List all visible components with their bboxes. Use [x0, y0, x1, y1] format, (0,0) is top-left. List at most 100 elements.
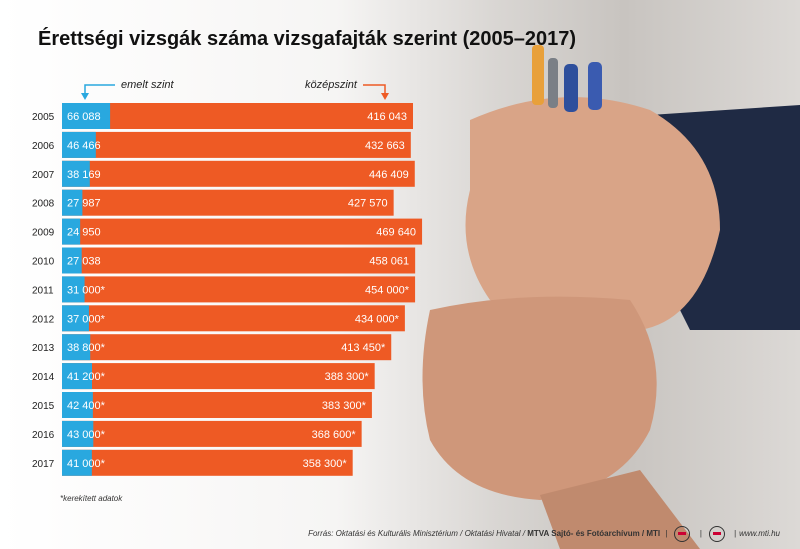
pen-shape	[564, 64, 578, 112]
year-label: 2012	[32, 314, 55, 325]
upper-fist-shape	[465, 97, 720, 330]
year-label: 2014	[32, 372, 55, 383]
wrist-shape	[540, 470, 700, 549]
source-text: Forrás: Oktatási és Kulturális Minisztér…	[308, 529, 528, 539]
emelt-value-label: 24 950	[67, 227, 101, 239]
kozepszint-bar	[62, 218, 423, 245]
emelt-bar	[62, 392, 93, 418]
kozep-value-label: 388 300*	[325, 371, 370, 383]
year-label: 2015	[32, 401, 55, 412]
bar-row: 2010 27 038 458 061	[32, 247, 416, 274]
kozepszint-bar	[62, 103, 413, 129]
kozepszint-bar	[62, 160, 415, 187]
kozep-value-label: 368 600*	[312, 429, 357, 441]
bar-row: 2006 46 466 432 663	[32, 131, 411, 158]
website-text: www.mti.hu	[739, 529, 780, 539]
kozepszint-bar	[62, 420, 362, 447]
legend-kozep-label: középszint	[305, 79, 358, 91]
emelt-bar	[62, 276, 85, 303]
kozep-value-label: 358 300*	[303, 458, 348, 470]
bar-row: 2009 24 950 469 640	[32, 218, 423, 245]
legend-emelt: emelt szint	[81, 79, 175, 100]
pen-shape	[532, 45, 544, 105]
kozepszint-bar	[62, 247, 416, 274]
kozep-value-label: 454 000*	[365, 284, 410, 296]
bar-row: 2005 66 088 416 043	[32, 103, 413, 129]
legend: emelt szint középszint	[81, 79, 389, 100]
kozep-arrow-line	[363, 84, 386, 95]
bar-row: 2011 31 000* 454 000*	[32, 276, 416, 303]
year-label: 2006	[32, 141, 55, 152]
kozep-value-label: 413 450*	[341, 342, 386, 354]
emelt-bar	[62, 334, 91, 361]
kozepszint-bar	[62, 305, 405, 332]
kozepszint-bar	[62, 449, 353, 476]
bar-row: 2015 42 400* 383 300*	[32, 392, 372, 418]
year-label: 2011	[32, 285, 54, 296]
agency-text: MTVA Sajtó- és Fotóarchívum / MTI	[527, 529, 661, 539]
rounded-data-note: *kerekített adatok	[60, 494, 123, 503]
kozep-value-label: 416 043	[367, 111, 407, 123]
bar-row: 2016 43 000* 368 600*	[32, 420, 362, 447]
emelt-bar	[62, 131, 96, 158]
lower-fist-shape	[422, 296, 657, 500]
emelt-bar	[62, 363, 92, 390]
emelt-value-label: 46 466	[67, 140, 101, 152]
year-label: 2008	[32, 199, 55, 210]
kozep-value-label: 469 640	[376, 227, 416, 239]
year-label: 2016	[32, 430, 55, 441]
bar-row: 2012 37 000* 434 000*	[32, 305, 405, 332]
emelt-bar	[62, 160, 90, 187]
emelt-value-label: 31 000*	[67, 284, 106, 296]
mti-logo-icon	[708, 526, 725, 542]
emelt-bar	[62, 420, 94, 447]
kozep-value-label: 446 409	[369, 169, 409, 181]
emelt-value-label: 41 000*	[67, 458, 106, 470]
kozepszint-bar	[62, 276, 416, 303]
kozepszint-bar	[62, 334, 392, 361]
emelt-value-label: 66 088	[67, 111, 101, 123]
year-label: 2017	[32, 459, 55, 470]
year-label: 2010	[32, 257, 55, 268]
emelt-value-label: 37 000*	[67, 313, 106, 325]
emelt-value-label: 27 987	[67, 198, 101, 210]
emelt-bar	[62, 247, 82, 274]
bar-row: 2013 38 800* 413 450*	[32, 334, 392, 361]
emelt-bar	[62, 305, 89, 332]
bar-row: 2007 38 169 446 409	[32, 160, 415, 187]
year-label: 2013	[32, 343, 55, 354]
emelt-value-label: 27 038	[67, 256, 101, 268]
emelt-bar	[62, 218, 81, 245]
emelt-arrow-icon	[81, 93, 89, 100]
kozepszint-bar	[62, 131, 411, 158]
kozep-value-label: 427 570	[348, 198, 388, 210]
emelt-bar	[62, 189, 83, 216]
kozepszint-bar	[62, 363, 375, 390]
emelt-bar	[62, 103, 111, 129]
kozepszint-bar	[62, 189, 394, 216]
bar-row: 2014 41 200* 388 300*	[32, 363, 375, 390]
emelt-value-label: 38 800*	[67, 342, 106, 354]
emelt-value-label: 41 200*	[67, 371, 106, 383]
bar-row: 2017 41 000* 358 300*	[32, 449, 353, 476]
chart-title: Érettségi vizsgák száma vizsgafajták sze…	[38, 28, 577, 50]
year-label: 2009	[32, 228, 55, 239]
bars: 2005 66 088 416 043 2006 46 466 432 663 2007 38…	[32, 103, 423, 476]
legend-kozep: középszint	[305, 79, 389, 100]
legend-emelt-label: emelt szint	[121, 79, 175, 91]
kozep-value-label: 432 663	[365, 140, 405, 152]
year-label: 2005	[32, 112, 55, 123]
emelt-value-label: 42 400*	[67, 400, 106, 412]
emelt-bar	[62, 449, 92, 476]
bar-row: 2008 27 987 427 570	[32, 189, 394, 216]
pen-shape	[548, 58, 558, 108]
footer: Forrás: Oktatási és Kulturális Minisztér…	[308, 526, 780, 542]
year-label: 2007	[32, 170, 55, 181]
emelt-arrow-line	[84, 84, 115, 95]
pen-shape	[588, 62, 602, 110]
kozepszint-bar	[62, 392, 372, 418]
kozep-value-label: 434 000*	[355, 313, 400, 325]
